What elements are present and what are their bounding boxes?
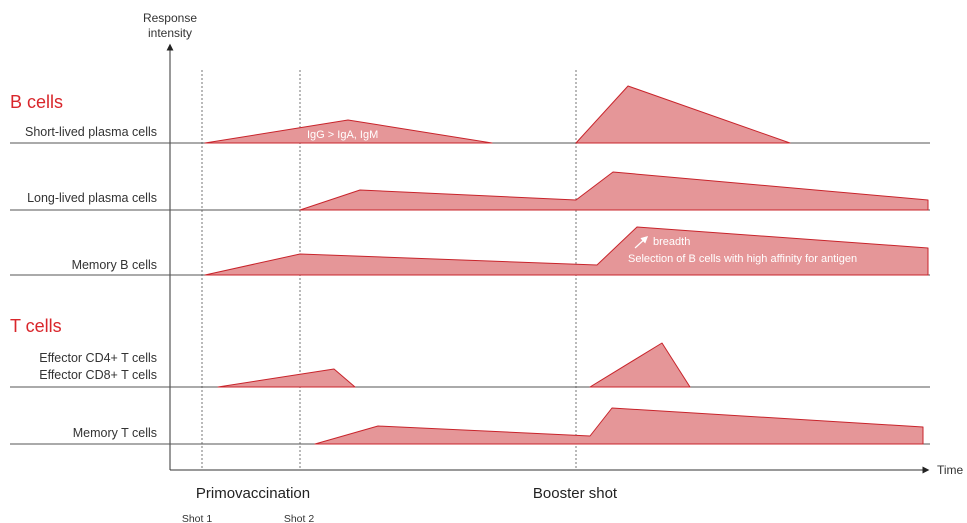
section-b-cells: B cells — [10, 92, 63, 112]
phase-booster: Booster shot — [533, 485, 618, 502]
row-label-long-lived: Long-lived plasma cells — [27, 191, 157, 205]
response-effector-t-primary — [217, 368, 356, 388]
response-effector-t-booster — [589, 342, 691, 388]
isotype-annotation: IgG > IgA, IgM — [307, 129, 378, 141]
y-axis-title-line2: intensity — [148, 26, 192, 40]
x-axis-title: Time — [937, 463, 964, 477]
y-axis-title-line1: Response — [143, 11, 197, 25]
section-t-cells: T cells — [10, 316, 62, 336]
shot1-label: Shot 1 — [182, 513, 213, 523]
breadth-annotation: breadth — [653, 236, 690, 248]
selection-annotation: Selection of B cells with high affinity … — [628, 253, 857, 265]
row-label-memory-t: Memory T cells — [73, 426, 157, 440]
response-long-lived — [299, 171, 929, 211]
response-memory-t — [314, 407, 924, 445]
row-label-effector-cd8: Effector CD8+ T cells — [39, 368, 157, 382]
row-label-short-lived: Short-lived plasma cells — [25, 125, 157, 139]
breadth-arrow-icon — [634, 236, 649, 249]
response-short-lived-primary — [204, 119, 493, 144]
response-short-lived-booster — [575, 85, 791, 144]
shot2-label: Shot 2 — [284, 513, 315, 523]
response-memory-b — [204, 226, 929, 276]
phase-primovaccination: Primovaccination — [196, 485, 310, 502]
row-label-effector-cd4: Effector CD4+ T cells — [39, 351, 157, 365]
row-label-memory-b: Memory B cells — [72, 258, 157, 272]
